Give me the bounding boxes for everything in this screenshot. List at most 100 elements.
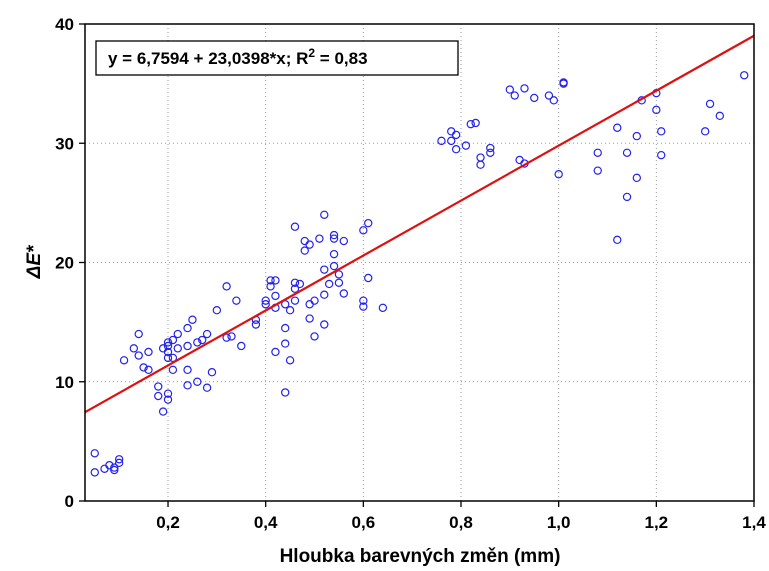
data-point bbox=[632, 173, 642, 183]
data-point bbox=[451, 145, 461, 154]
data-point bbox=[447, 136, 456, 146]
data-point bbox=[715, 111, 725, 121]
data-point bbox=[520, 84, 529, 93]
data-point bbox=[613, 123, 622, 132]
data-point bbox=[114, 455, 124, 464]
data-point bbox=[544, 91, 554, 100]
data-point bbox=[139, 363, 148, 372]
data-points bbox=[90, 71, 749, 477]
data-point bbox=[451, 130, 461, 140]
data-point bbox=[290, 284, 300, 293]
data-point bbox=[261, 296, 270, 305]
data-point bbox=[281, 339, 290, 348]
data-point bbox=[222, 282, 231, 291]
data-point bbox=[129, 344, 139, 353]
x-tick-label: 1,2 bbox=[645, 513, 669, 532]
data-point bbox=[359, 226, 368, 235]
data-point bbox=[163, 341, 173, 351]
data-point bbox=[315, 234, 324, 243]
x-tick-label: 0,6 bbox=[352, 513, 376, 532]
data-point bbox=[163, 353, 173, 363]
fit-line-group bbox=[84, 34, 755, 414]
data-point bbox=[227, 332, 236, 341]
data-point bbox=[437, 136, 446, 146]
data-point bbox=[657, 150, 666, 160]
data-point bbox=[364, 273, 373, 283]
x-tick-label: 0,8 bbox=[449, 513, 473, 532]
data-point bbox=[232, 296, 241, 305]
data-point bbox=[378, 303, 388, 313]
y-tick-label: 10 bbox=[55, 373, 74, 392]
data-point bbox=[163, 347, 173, 357]
data-point bbox=[290, 296, 300, 305]
data-point bbox=[505, 85, 515, 94]
data-point bbox=[251, 320, 261, 329]
plot-frame bbox=[84, 23, 755, 502]
data-point bbox=[329, 261, 339, 271]
data-point bbox=[183, 323, 192, 333]
data-point bbox=[359, 296, 368, 305]
data-point bbox=[632, 131, 642, 141]
data-point bbox=[466, 119, 475, 129]
data-point bbox=[173, 344, 182, 353]
data-point bbox=[193, 338, 202, 347]
data-point bbox=[310, 296, 319, 305]
data-point bbox=[90, 468, 99, 477]
data-point bbox=[657, 127, 666, 136]
data-point bbox=[334, 278, 344, 287]
data-point bbox=[207, 368, 217, 377]
data-point bbox=[476, 160, 485, 169]
data-point bbox=[705, 99, 715, 109]
data-point bbox=[271, 276, 280, 285]
data-point bbox=[222, 333, 231, 342]
data-point bbox=[334, 270, 344, 279]
data-point bbox=[310, 332, 319, 341]
data-point bbox=[593, 166, 602, 175]
data-point bbox=[510, 91, 519, 100]
axis-ticks: 0,2 0,4 0,6 0,8 1,0 1,2 1,4 0 10 20 30 40 bbox=[55, 15, 766, 532]
data-point bbox=[554, 170, 563, 179]
data-point bbox=[471, 118, 480, 128]
data-point bbox=[271, 291, 280, 301]
data-point bbox=[652, 105, 661, 115]
y-tick-label: 0 bbox=[65, 492, 74, 511]
data-point bbox=[168, 335, 178, 345]
data-point bbox=[320, 290, 329, 299]
data-point bbox=[266, 282, 275, 291]
data-point bbox=[364, 218, 373, 228]
data-point bbox=[329, 249, 339, 259]
data-point bbox=[285, 306, 295, 315]
data-point bbox=[461, 141, 471, 150]
data-point bbox=[320, 320, 329, 329]
x-axis-title: Hloubka barevných změn (mm) bbox=[280, 546, 561, 567]
data-point bbox=[266, 276, 275, 285]
data-point bbox=[202, 329, 212, 339]
data-point bbox=[359, 302, 368, 311]
data-point bbox=[144, 347, 153, 357]
data-point bbox=[90, 449, 99, 458]
x-tick-label: 1,0 bbox=[547, 513, 571, 532]
data-point bbox=[740, 71, 749, 80]
x-tick-label: 0,4 bbox=[254, 513, 278, 532]
y-axis-title: ΔE* bbox=[24, 244, 45, 279]
data-point bbox=[530, 93, 539, 103]
data-point bbox=[154, 391, 163, 401]
data-point bbox=[183, 381, 192, 390]
data-point bbox=[154, 382, 163, 391]
y-tick-label: 40 bbox=[55, 15, 74, 34]
equation-box-frame bbox=[95, 40, 459, 76]
data-point bbox=[339, 289, 349, 298]
x-tick-label: 1,4 bbox=[742, 513, 766, 532]
data-point bbox=[290, 222, 300, 231]
data-point bbox=[134, 351, 143, 360]
data-point bbox=[486, 143, 495, 153]
data-point bbox=[183, 341, 192, 351]
data-point bbox=[271, 347, 280, 357]
data-point bbox=[163, 338, 173, 347]
data-point bbox=[237, 341, 246, 351]
data-point bbox=[281, 388, 290, 397]
y-tick-label: 30 bbox=[55, 134, 74, 153]
data-point bbox=[110, 465, 119, 475]
data-point bbox=[320, 210, 329, 219]
data-point bbox=[324, 279, 334, 289]
